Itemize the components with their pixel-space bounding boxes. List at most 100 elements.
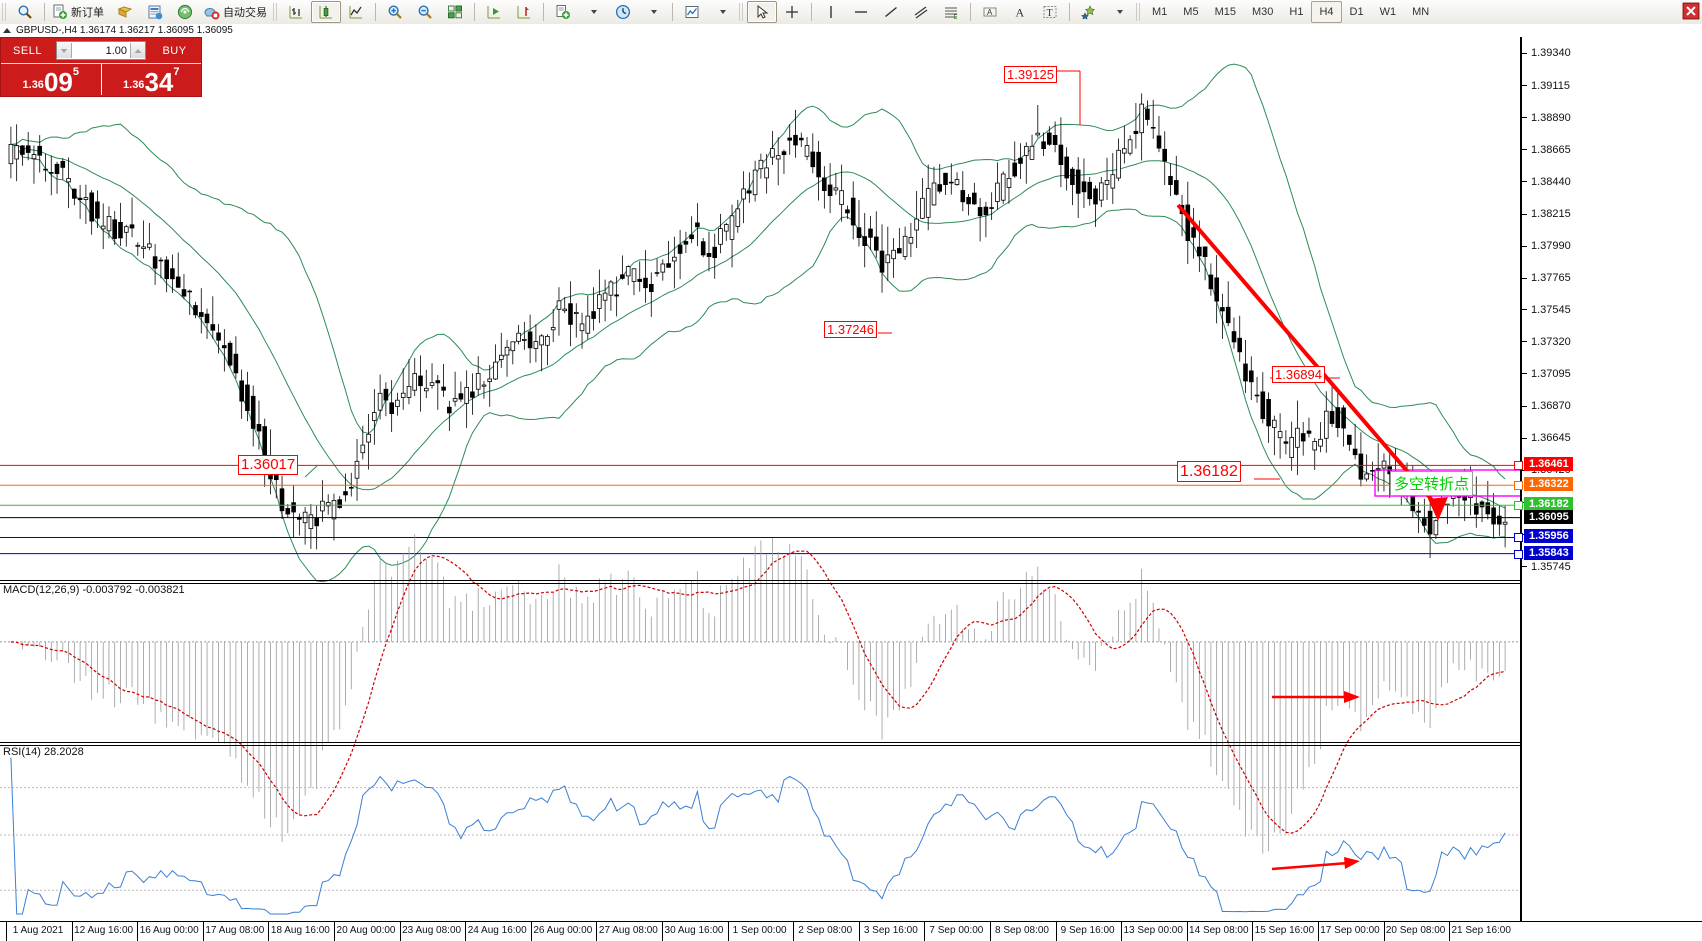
chevron-down-icon-2[interactable]	[638, 1, 668, 23]
price-axis[interactable]: 1.39340 1.39115 1.38890 1.38665 1.38440 1.382…	[1514, 37, 1702, 921]
horizontal-line-icon[interactable]	[846, 1, 876, 23]
timeframe-mn[interactable]: MN	[1412, 6, 1430, 18]
time-tick-separator	[662, 922, 663, 941]
indicators-icon[interactable]	[548, 1, 578, 23]
price-level-label[interactable]: 1.36322	[1524, 477, 1573, 492]
price-tick: 1.37095	[1522, 368, 1571, 380]
time-tick-separator	[1121, 922, 1123, 941]
annotation-price-3[interactable]: 1.36894	[1272, 366, 1325, 383]
price-level-handle[interactable]	[1514, 501, 1523, 511]
volume-stepper[interactable]: 1.00	[56, 41, 146, 60]
trendline-icon[interactable]	[876, 1, 906, 23]
time-tick-separator	[1055, 922, 1057, 941]
toolbar-separator-3	[474, 3, 475, 21]
price-level-handle[interactable]	[1514, 549, 1523, 559]
price-level-label[interactable]: 1.36182	[1524, 497, 1573, 512]
toolbar-grip-3[interactable]	[739, 3, 744, 21]
chevron-down-icon[interactable]	[578, 1, 608, 23]
buy-price-display[interactable]: 1.36 34 7	[102, 64, 202, 95]
chevron-down-icon-4[interactable]	[1104, 1, 1134, 23]
fibonacci-icon[interactable]: E	[936, 1, 966, 23]
price-level-label[interactable]: 1.35956	[1524, 529, 1573, 544]
price-level-label[interactable]: 1.36095	[1524, 509, 1573, 524]
tile-windows-icon[interactable]	[440, 1, 470, 23]
text-label-icon[interactable]: A	[975, 1, 1005, 23]
equidistant-channel-icon[interactable]	[906, 1, 936, 23]
buy-button[interactable]: BUY	[162, 44, 187, 57]
time-tick-separator	[268, 922, 270, 941]
price-level-handle[interactable]	[1514, 481, 1523, 491]
time-tick-separator	[924, 922, 926, 941]
rsi-line	[10, 757, 1506, 915]
time-tick-separator	[990, 922, 991, 941]
annotation-price-1[interactable]: 1.39125	[1004, 66, 1057, 83]
objects-icon[interactable]	[1074, 1, 1104, 23]
volume-increase-button[interactable]	[130, 43, 145, 58]
toolbar-separator-2	[375, 3, 376, 21]
timeframe-h4[interactable]: H4	[1311, 1, 1342, 23]
price-level-handle[interactable]	[1514, 461, 1523, 471]
rsi-arrowhead	[1344, 857, 1360, 869]
candlestick-chart-icon[interactable]	[311, 1, 341, 23]
toolbar-separator-7	[970, 3, 971, 21]
time-tick-separator	[334, 922, 335, 941]
shift-end-icon[interactable]	[479, 1, 509, 23]
crosshair-icon[interactable]	[777, 1, 807, 23]
main-toolbar: 新订单 自动交易	[0, 0, 1702, 25]
sell-button[interactable]: SELL	[13, 44, 42, 57]
chart-maximize-icon[interactable]	[3, 28, 11, 33]
timeframe-m1[interactable]: M1	[1152, 6, 1168, 18]
sell-price-display[interactable]: 1.36 09 5	[1, 64, 102, 95]
window-close-icon[interactable]	[1682, 2, 1700, 20]
text-tool-icon[interactable]: T	[1035, 1, 1065, 23]
volume-input[interactable]: 1.00	[105, 44, 127, 57]
time-tick-label: 20 Aug 00:00	[336, 925, 396, 936]
pane-separator-macd-top	[0, 580, 1522, 581]
bar-chart-icon[interactable]	[281, 1, 311, 23]
templates-icon[interactable]	[677, 1, 707, 23]
price-level-handle[interactable]	[1514, 533, 1523, 543]
search-icon[interactable]	[10, 1, 40, 23]
cursor-icon[interactable]	[747, 1, 777, 23]
time-tick-label: 3 Sep 16:00	[863, 925, 918, 936]
timeframe-m15[interactable]: M15	[1214, 6, 1236, 18]
svg-text:A: A	[1016, 6, 1025, 20]
annotation-chinese-note[interactable]: 多空转折点	[1390, 471, 1474, 496]
auto-trading-button[interactable]: 自动交易	[200, 1, 271, 23]
price-level-label[interactable]: 1.35843	[1524, 545, 1573, 560]
annotation-price-5[interactable]: 1.36017	[238, 455, 299, 475]
period-icon[interactable]	[608, 1, 638, 23]
timeframe-d1[interactable]: D1	[1349, 6, 1364, 18]
auto-scroll-icon[interactable]	[509, 1, 539, 23]
time-tick-label: 24 Aug 16:00	[467, 925, 527, 936]
chart-canvas[interactable]: 0.0032430.00-0.005616100805015 MACD(12,2…	[0, 37, 1702, 921]
signals-icon[interactable]	[170, 1, 200, 23]
svg-text:T: T	[1047, 8, 1053, 19]
svg-text:A: A	[987, 8, 993, 17]
one-click-trading-panel[interactable]: SELL 1.00 BUY 1.36 09 5 1.36 34 7	[0, 37, 202, 97]
price-level-label[interactable]: 1.36461	[1524, 457, 1573, 472]
volume-decrease-button[interactable]	[57, 43, 72, 58]
timeframe-m5[interactable]: M5	[1183, 6, 1199, 18]
annotation-price-4[interactable]: 1.36182	[1177, 461, 1241, 482]
time-tick-separator	[1252, 922, 1254, 941]
chevron-down-icon-3[interactable]	[707, 1, 737, 23]
toolbar-grip-4[interactable]	[1136, 3, 1141, 21]
annotation-price-2[interactable]: 1.37246	[824, 321, 877, 338]
zoom-in-icon[interactable]	[380, 1, 410, 23]
toolbar-grip-2[interactable]	[273, 3, 278, 21]
folder-icon[interactable]	[110, 1, 140, 23]
time-axis[interactable]: 1 Aug 2021 12 Aug 16:00 16 Aug 00:00 17 Aug…	[0, 921, 1702, 941]
text-icon[interactable]: A	[1005, 1, 1035, 23]
toolbar-separator-4	[543, 3, 544, 21]
terminal-icon[interactable]	[140, 1, 170, 23]
toolbar-grip[interactable]	[2, 3, 7, 21]
time-tick-separator	[465, 922, 467, 941]
timeframe-m30[interactable]: M30	[1251, 6, 1274, 18]
timeframe-h1[interactable]: H1	[1289, 6, 1304, 18]
timeframe-w1[interactable]: W1	[1379, 6, 1397, 18]
new-order-button[interactable]: 新订单	[49, 1, 110, 23]
vertical-line-icon[interactable]	[816, 1, 846, 23]
line-chart-icon[interactable]	[341, 1, 371, 23]
zoom-out-icon[interactable]	[410, 1, 440, 23]
